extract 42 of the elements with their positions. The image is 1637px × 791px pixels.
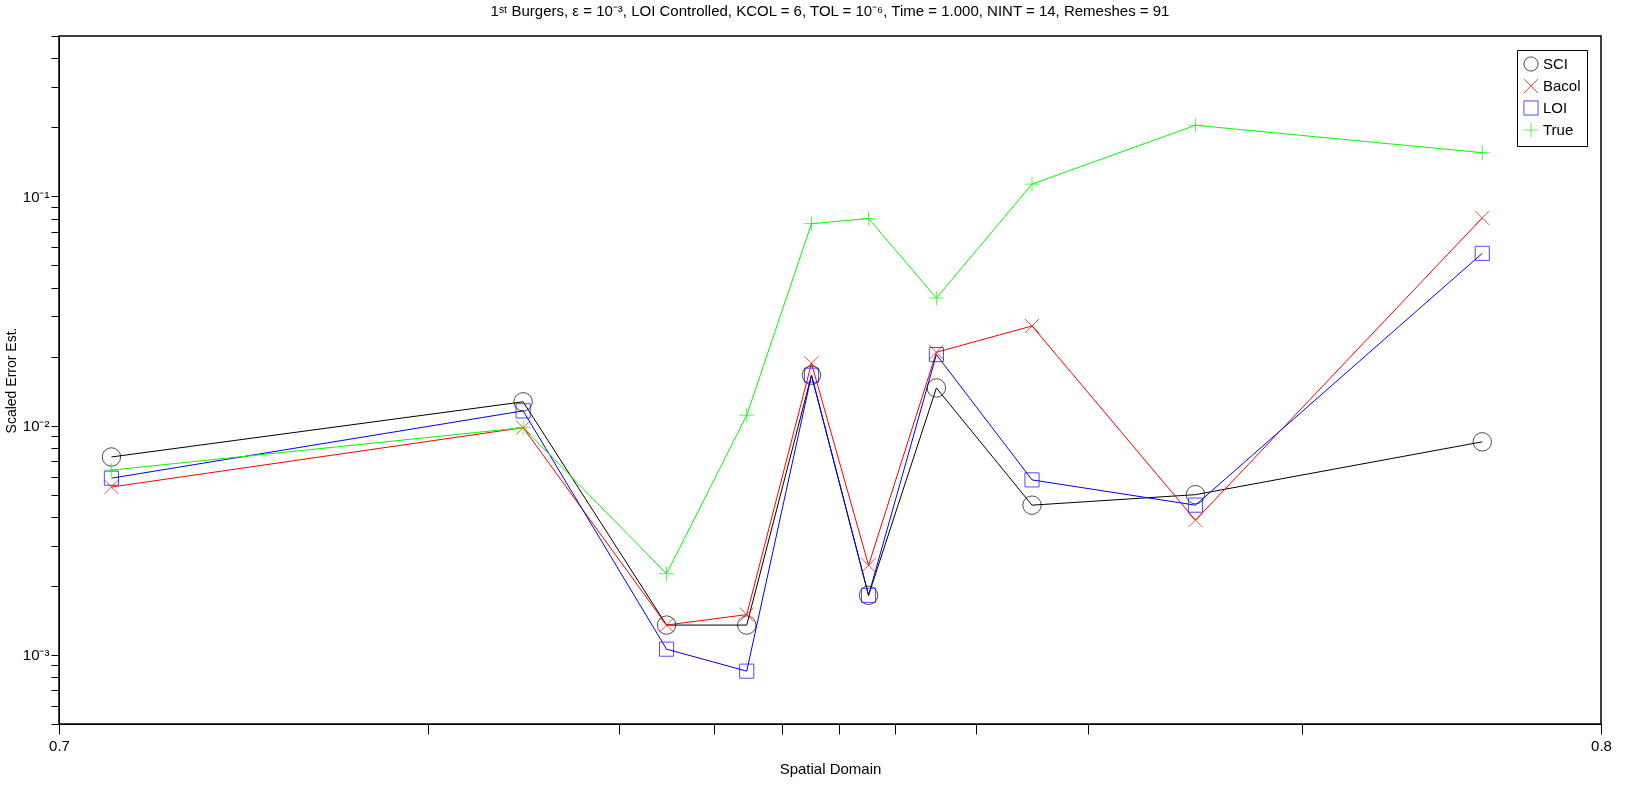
- point: [513, 392, 533, 412]
- point: [1474, 245, 1490, 261]
- point: [1474, 210, 1490, 226]
- point: [739, 607, 755, 623]
- point: [737, 615, 757, 635]
- point: [103, 462, 119, 478]
- point: [1024, 176, 1040, 192]
- point: [1472, 432, 1492, 452]
- point: [803, 355, 820, 371]
- point: [1187, 497, 1204, 513]
- legend-label: SCI: [1543, 55, 1569, 72]
- point: [926, 378, 947, 398]
- chart-title: 1ˢᵗ Burgers, ε = 10⁻³, LOI Controlled, KCOL = 6, TOL = 10⁻⁶, Time = 1.000, NINT = 14, Remeshes = 91: [490, 2, 1170, 19]
- point: [1187, 117, 1204, 133]
- point: [1024, 318, 1040, 334]
- x-axis-title: Spatial Domain: [779, 759, 882, 777]
- point: [515, 403, 531, 419]
- point: [1022, 495, 1042, 515]
- y-tick-label: 10⁻²: [22, 417, 50, 435]
- point: [103, 479, 119, 495]
- point: [1187, 512, 1204, 528]
- x-tick-label: 0.7: [49, 736, 70, 754]
- point: [1024, 472, 1040, 488]
- point: [739, 407, 755, 423]
- y-tick-label: 10⁻¹: [22, 187, 50, 205]
- point: [1185, 484, 1206, 505]
- point: [1474, 145, 1490, 161]
- point: [103, 470, 119, 486]
- point: [658, 641, 675, 657]
- x-tick-label: 0.8: [1591, 736, 1612, 754]
- point: [803, 216, 820, 232]
- y-axis-title: Scaled Error Est.: [2, 327, 19, 434]
- point: [860, 557, 877, 573]
- point: [658, 566, 675, 582]
- legend-label: LOI: [1543, 99, 1568, 116]
- legend-label: True: [1543, 121, 1574, 138]
- y-tick-label: 10⁻³: [22, 646, 50, 664]
- point: [101, 447, 122, 467]
- legend-label: Bacol: [1543, 77, 1581, 94]
- point: [928, 290, 944, 306]
- point: [739, 663, 755, 679]
- point: [860, 210, 877, 227]
